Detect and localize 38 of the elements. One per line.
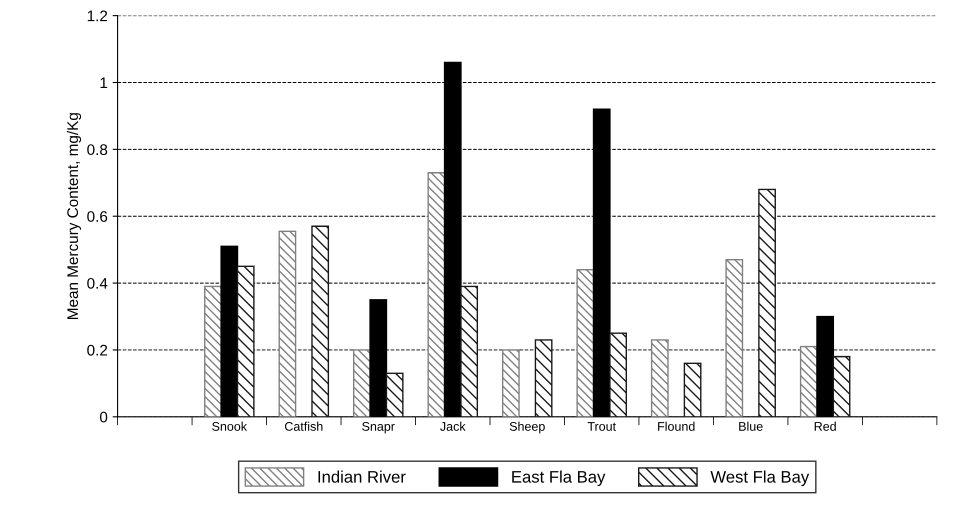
bar — [311, 226, 330, 417]
bar — [278, 230, 296, 417]
bar — [684, 362, 702, 417]
bar — [460, 286, 478, 417]
bar — [353, 349, 371, 417]
bar — [502, 349, 520, 417]
bar — [758, 188, 776, 417]
y-axis-title: Mean Mercury Content, mg/Kg — [66, 113, 82, 319]
x-tick-label: Trout — [588, 422, 616, 431]
bar — [386, 372, 404, 417]
bar — [725, 258, 744, 417]
legend-label: West Fla Bay — [710, 470, 810, 486]
x-tick-label: Catfish — [284, 422, 322, 431]
y-tick-label: 0.6 — [87, 211, 108, 222]
y-tick-label: 0 — [100, 412, 108, 422]
x-tick-label: Blue — [739, 422, 763, 431]
y-tick-label: 1 — [100, 78, 108, 88]
y-tick-label: 0.4 — [87, 278, 108, 289]
y-tick-label: 0.8 — [87, 144, 108, 156]
bar — [650, 339, 669, 417]
bar — [576, 269, 594, 417]
bar — [832, 356, 850, 417]
bar — [204, 286, 222, 417]
bar — [800, 346, 818, 417]
x-tick-label: Sheep — [510, 422, 545, 434]
x-tick-label: Snook — [212, 422, 248, 431]
x-tick-label: Red — [814, 422, 836, 431]
y-tick-label: 0.2 — [87, 344, 108, 356]
legend-label: East Fla Bay — [512, 470, 606, 486]
bar — [427, 172, 446, 417]
x-tick-label: Jack — [440, 422, 466, 431]
x-tick-label: Snapr — [362, 422, 395, 434]
bar — [609, 332, 627, 417]
bar — [236, 266, 255, 417]
x-tick-label: Flound — [658, 422, 695, 431]
legend-label: Indian River — [318, 470, 406, 483]
y-tick-label: 1.2 — [88, 10, 108, 22]
bar — [534, 339, 553, 417]
